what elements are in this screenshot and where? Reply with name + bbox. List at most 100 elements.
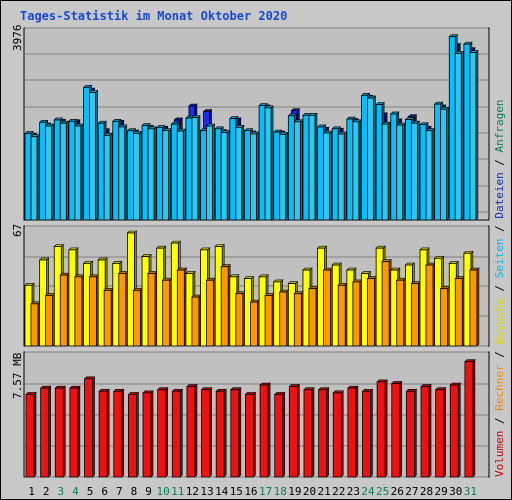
bar-anfragen-day-16 xyxy=(244,130,251,221)
day-label-23: 23 xyxy=(347,485,360,498)
bar-seiten-day-16 xyxy=(250,133,257,221)
volume-max-label: 7.57 MB xyxy=(11,352,24,399)
bar-volumen-day-4 xyxy=(69,387,79,478)
bar-anfragen-day-2 xyxy=(39,121,47,221)
bar-volumen-day-11 xyxy=(171,390,181,478)
bar-seiten-day-30 xyxy=(454,53,462,221)
bar-rechner-day-16 xyxy=(250,301,258,347)
legend-item-2: Rechner xyxy=(493,364,506,411)
legend-item-6: Seiten xyxy=(493,238,506,279)
day-label-19: 19 xyxy=(288,485,301,498)
bar-volumen-day-24 xyxy=(362,390,371,478)
bar-volumen-day-23 xyxy=(347,387,357,478)
legend-item-1: / xyxy=(493,410,506,431)
bar-volumen-day-2 xyxy=(40,387,50,478)
bar-seiten-day-4 xyxy=(74,125,82,221)
bar-rechner-day-17 xyxy=(264,295,273,347)
day-label-16: 16 xyxy=(244,485,257,498)
chart-title: Tages-Statistik im Monat Oktober 2020 xyxy=(20,9,288,23)
bar-anfragen-day-6 xyxy=(97,122,105,221)
visits-max-label: 67 xyxy=(11,223,24,237)
day-label-15: 15 xyxy=(230,485,243,498)
bar-rechner-day-7 xyxy=(118,273,127,347)
bar-rechner-day-27 xyxy=(410,283,419,347)
day-label-10: 10 xyxy=(157,485,170,498)
bar-volumen-day-30 xyxy=(449,384,459,478)
bar-rechner-day-31 xyxy=(469,269,478,347)
day-label-18: 18 xyxy=(274,485,287,498)
bar-rechner-day-6 xyxy=(103,289,112,347)
legend-item-9: / xyxy=(493,152,506,173)
bar-seiten-day-6 xyxy=(103,134,111,221)
bar-anfragen-day-8 xyxy=(127,130,134,221)
day-label-2: 2 xyxy=(43,485,50,498)
bar-volumen-day-22 xyxy=(332,392,342,478)
legend-item-4: Besuche xyxy=(493,298,506,345)
day-label-21: 21 xyxy=(317,485,330,498)
bar-anfragen-day-27 xyxy=(404,119,412,221)
bar-volumen-day-18 xyxy=(274,393,284,478)
bar-volumen-day-13 xyxy=(201,389,210,478)
day-label-20: 20 xyxy=(303,485,316,498)
bar-volumen-day-14 xyxy=(215,390,225,478)
bar-seiten-day-8 xyxy=(133,133,140,221)
bar-volumen-day-8 xyxy=(128,393,137,478)
bar-anfragen-day-14 xyxy=(214,128,222,221)
legend-item-3: / xyxy=(493,344,506,365)
bar-volumen-day-21 xyxy=(318,389,328,478)
day-label-31: 31 xyxy=(464,485,477,498)
legend-item-0: Volumen xyxy=(493,430,506,477)
day-label-7: 7 xyxy=(116,485,123,498)
bar-anfragen-day-20 xyxy=(302,114,310,221)
bar-volumen-day-20 xyxy=(303,389,313,478)
day-label-24: 24 xyxy=(361,485,375,498)
day-label-17: 17 xyxy=(259,485,272,498)
bar-anfragen-day-19 xyxy=(287,115,295,221)
bar-anfragen-day-21 xyxy=(317,126,325,221)
bar-volumen-day-19 xyxy=(288,386,298,478)
day-label-9: 9 xyxy=(145,485,152,498)
bar-seiten-day-21 xyxy=(323,132,331,221)
bar-rechner-day-11 xyxy=(176,269,185,347)
bar-anfragen-day-4 xyxy=(68,120,76,221)
bar-rechner-day-10 xyxy=(162,279,171,347)
bar-seiten-day-7 xyxy=(118,126,126,221)
bar-anfragen-day-24 xyxy=(361,94,368,221)
bar-seiten-day-27 xyxy=(410,122,418,221)
bar-rechner-day-25 xyxy=(381,261,390,347)
bar-volumen-day-7 xyxy=(113,390,123,478)
bar-seiten-day-23 xyxy=(352,121,360,221)
bar-anfragen-day-29 xyxy=(434,103,442,221)
bar-rechner-day-3 xyxy=(59,274,68,347)
bar-seiten-day-20 xyxy=(308,114,316,221)
bar-volumen-day-31 xyxy=(464,361,474,478)
bar-rechner-day-2 xyxy=(45,295,54,347)
bar-anfragen-day-17 xyxy=(258,105,266,221)
bar-rechner-day-5 xyxy=(89,276,97,347)
bar-volumen-day-28 xyxy=(420,386,430,478)
bar-seiten-day-10 xyxy=(162,130,170,221)
bar-anfragen-day-3 xyxy=(53,119,61,221)
bar-volumen-day-27 xyxy=(405,390,415,478)
day-label-14: 14 xyxy=(215,485,229,498)
day-label-30: 30 xyxy=(449,485,462,498)
bar-seiten-day-15 xyxy=(235,127,243,221)
day-label-26: 26 xyxy=(391,485,404,498)
bar-anfragen-day-22 xyxy=(331,128,339,221)
bar-anfragen-day-26 xyxy=(390,113,398,221)
bar-rechner-day-22 xyxy=(337,284,346,347)
day-label-5: 5 xyxy=(87,485,94,498)
bar-volumen-day-9 xyxy=(142,392,152,478)
bar-seiten-day-1 xyxy=(30,136,38,221)
day-label-28: 28 xyxy=(420,485,433,498)
bar-anfragen-day-11 xyxy=(170,123,178,221)
day-label-27: 27 xyxy=(405,485,418,498)
bar-anfragen-day-9 xyxy=(141,125,149,221)
day-label-8: 8 xyxy=(131,485,138,498)
bar-seiten-day-5 xyxy=(89,92,96,221)
bar-rechner-day-8 xyxy=(133,289,141,347)
day-label-13: 13 xyxy=(200,485,213,498)
bar-volumen-day-25 xyxy=(376,381,386,478)
bar-rechner-day-9 xyxy=(147,273,156,347)
